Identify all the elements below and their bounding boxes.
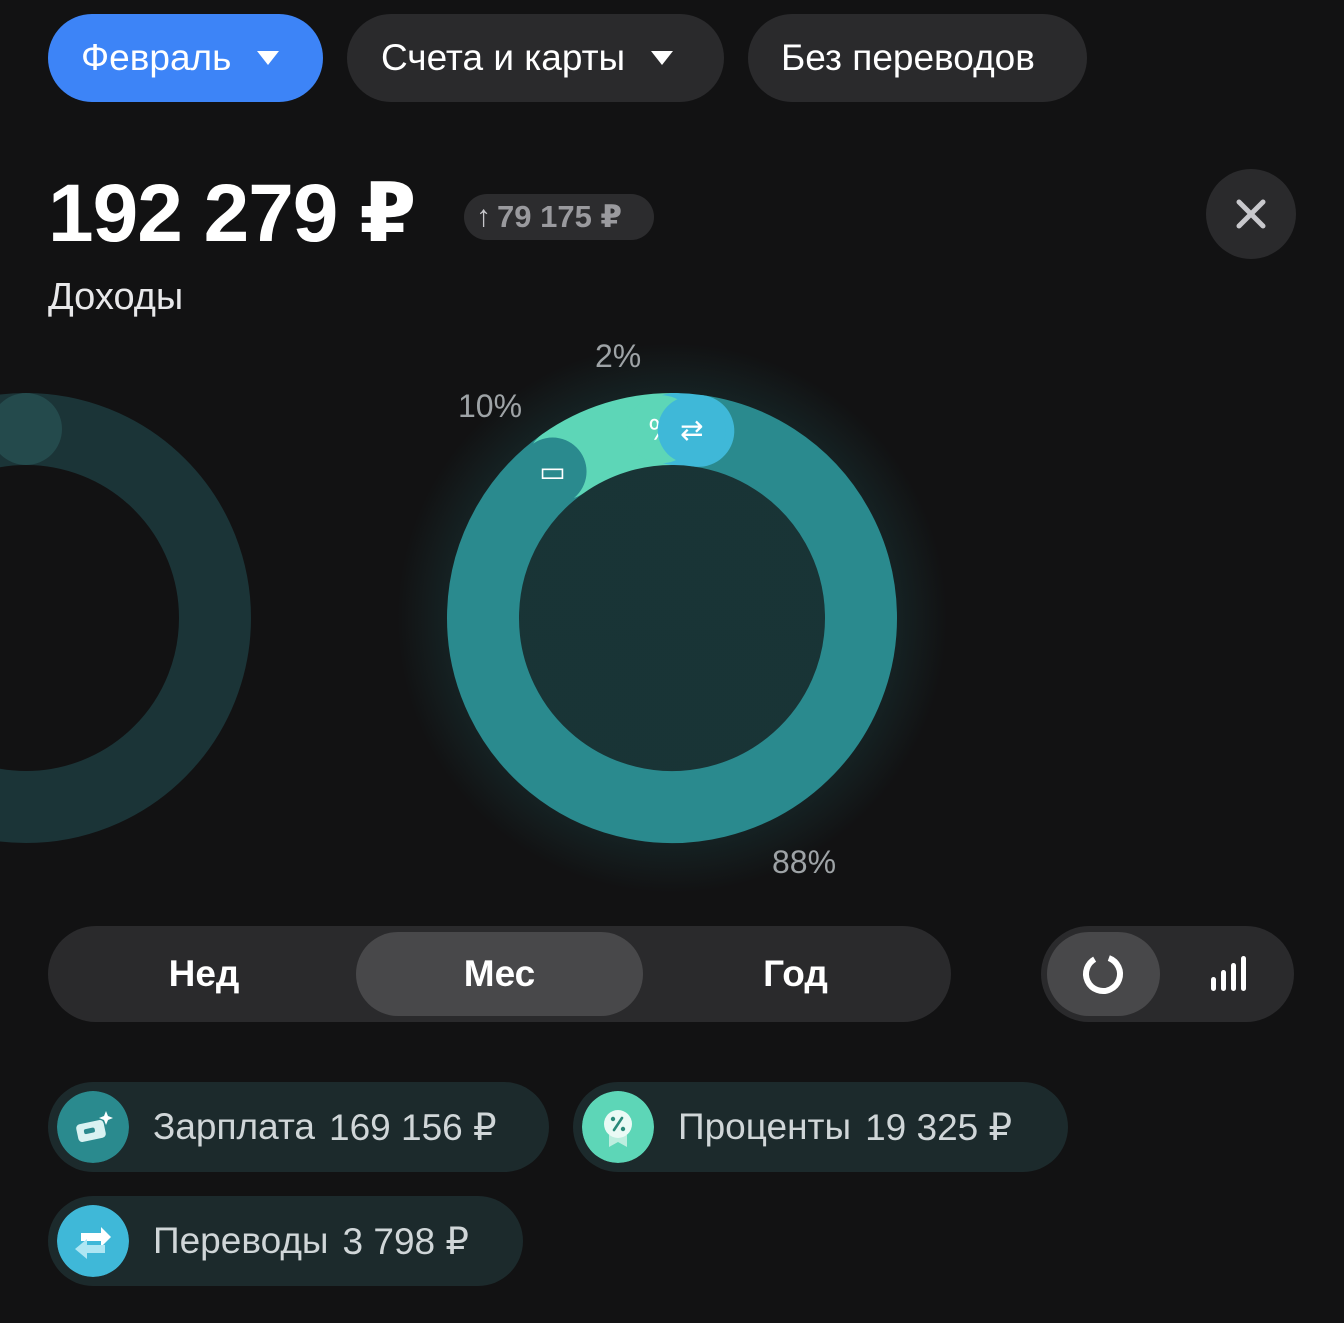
accounts-filter-button[interactable]: Счета и карты [347, 14, 724, 102]
period-year-button[interactable]: Год [763, 953, 828, 994]
chart-view-toggle [1041, 926, 1294, 1022]
close-button[interactable] [1206, 169, 1296, 259]
legend-item-transfers[interactable]: Переводы 3 798 ₽ [48, 1196, 523, 1286]
period-month-button[interactable]: Мес [356, 932, 643, 1016]
pct-label-salary: 88% [772, 844, 837, 880]
previous-donut-cap [0, 393, 62, 465]
legend-amount: 19 325 ₽ [865, 1106, 1013, 1148]
legend-name: Проценты [678, 1106, 852, 1147]
period-selector: Нед Мес Год [48, 926, 951, 1022]
legend-item-interest[interactable]: Проценты 19 325 ₽ [573, 1082, 1068, 1172]
pct-label-transfers: 2% [595, 338, 642, 374]
donut-segment-salary[interactable] [447, 394, 897, 843]
month-filter-label: Февраль [81, 37, 232, 78]
donut-icons: ▭%⇄ [518, 395, 726, 506]
delta-amount: 79 175 ₽ [497, 199, 622, 234]
period-week-button[interactable]: Нед [168, 953, 240, 994]
previous-period-donut[interactable] [0, 393, 251, 843]
caret-down-icon [257, 51, 280, 65]
legend-amount: 169 156 ₽ [329, 1106, 497, 1148]
previous-donut-ring [0, 393, 251, 843]
income-donut-chart: ▭%⇄ 88% 10% 2% [0, 330, 1344, 900]
transfer-segment-icon: ⇄ [657, 396, 726, 465]
pct-label-interest: 10% [458, 388, 523, 424]
caret-down-icon [651, 51, 674, 65]
donut-chart-icon [1083, 954, 1123, 994]
salary-segment-icon: ▭ [518, 437, 587, 506]
summary-label: Доходы [48, 276, 184, 318]
accounts-filter-label: Счета и карты [381, 37, 626, 78]
donut-svg: ▭%⇄ [0, 343, 947, 893]
bar-view-button[interactable] [1175, 932, 1288, 1016]
legend-amount: 3 798 ₽ [342, 1220, 469, 1262]
arrow-up-icon: ↑ [476, 200, 491, 233]
donut-view-button[interactable] [1047, 932, 1160, 1016]
total-amount: 192 279 ₽ [48, 168, 416, 259]
delta-badge: ↑ 79 175 ₽ [464, 194, 654, 240]
legend-name: Переводы [153, 1220, 329, 1261]
svg-text:⇄: ⇄ [680, 414, 703, 447]
salary-icon [57, 1091, 129, 1163]
month-filter-button[interactable]: Февраль [48, 14, 323, 102]
transfers-filter-label: Без переводов [781, 37, 1035, 78]
legend-name: Зарплата [153, 1106, 316, 1147]
bar-chart-icon [1211, 956, 1246, 991]
legend-item-salary[interactable]: Зарплата 169 156 ₽ [48, 1082, 549, 1172]
interest-icon [582, 1091, 654, 1163]
close-icon [1236, 199, 1266, 229]
transfer-icon [57, 1205, 129, 1277]
transfers-filter-button[interactable]: Без переводов [748, 14, 1087, 102]
svg-text:▭: ▭ [539, 455, 565, 488]
